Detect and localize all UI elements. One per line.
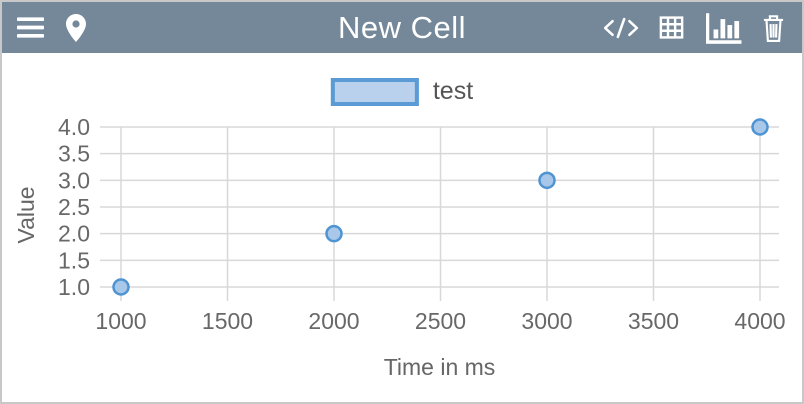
data-point[interactable]: [751, 118, 769, 136]
cell-header: New Cell: [2, 2, 802, 53]
y-tick-label: 4.0: [58, 114, 90, 140]
chart-container: test 1.0 1.5 2.0 2.5 3.0 3.5 4.0 1000 1500 2000 25…: [2, 53, 802, 402]
code-view-button[interactable]: [602, 15, 640, 41]
legend[interactable]: test: [330, 77, 474, 106]
location-button[interactable]: [64, 13, 88, 43]
legend-swatch: [330, 77, 419, 106]
y-tick-label: 2.0: [58, 221, 90, 247]
delete-cell-button[interactable]: [760, 13, 787, 43]
data-point[interactable]: [538, 171, 556, 190]
chart-view-button[interactable]: [703, 11, 743, 45]
x-axis-title: Time in ms: [384, 354, 496, 380]
table-view-button[interactable]: [657, 13, 686, 42]
header-right-actions: [602, 11, 787, 45]
menu-icon: [17, 16, 44, 39]
menu-button[interactable]: [17, 16, 44, 39]
trash-icon: [760, 13, 787, 43]
legend-label: test: [432, 77, 474, 105]
bar-chart-icon: [703, 11, 743, 45]
header-left-actions: [17, 13, 88, 43]
data-point[interactable]: [112, 278, 130, 296]
y-tick-label: 1.0: [58, 274, 90, 300]
data-point[interactable]: [325, 224, 343, 243]
y-tick-label: 1.5: [58, 247, 90, 273]
x-tick-label: 3000: [521, 308, 572, 334]
y-tick-label: 3.0: [58, 167, 90, 193]
x-tick-label: 2500: [415, 308, 466, 334]
table-icon: [657, 13, 686, 42]
code-icon: [602, 15, 640, 41]
y-tick-label: 2.5: [58, 194, 90, 220]
scatter-chart: 1.01.52.02.53.03.54.0 1000 1500 2000 2500 300…: [13, 114, 786, 380]
y-axis-title: Value: [13, 186, 39, 243]
x-tick-label: 1000: [95, 308, 146, 334]
location-pin-icon: [64, 13, 88, 43]
x-tick-label: 2000: [308, 308, 359, 334]
x-tick-label: 3500: [628, 308, 679, 334]
x-tick-label: 1500: [202, 308, 253, 334]
x-tick-label: 4000: [734, 308, 785, 334]
y-tick-label: 3.5: [58, 141, 90, 167]
